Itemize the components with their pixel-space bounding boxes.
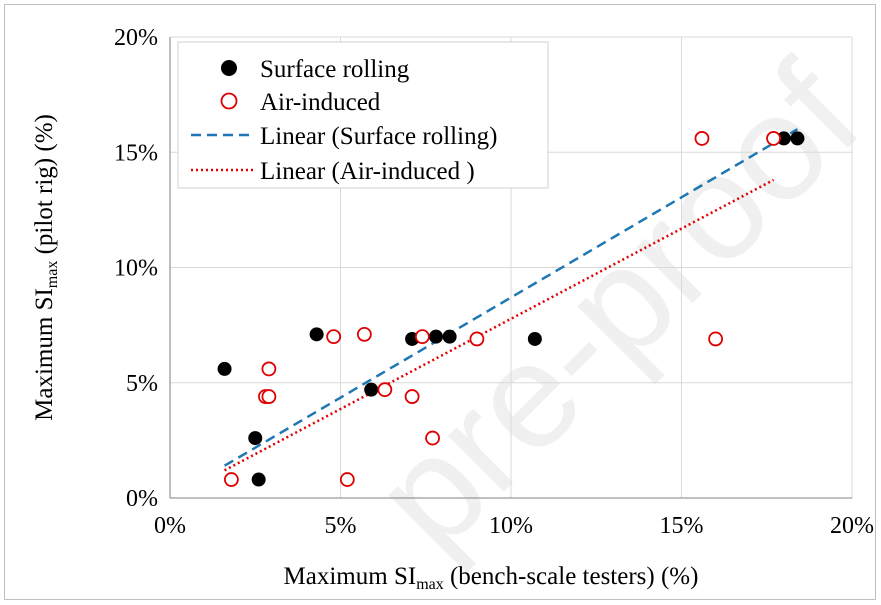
air-induced-point <box>356 326 372 342</box>
data-points <box>217 131 805 487</box>
surface-rolling-point <box>364 382 379 397</box>
surface-rolling-point <box>251 472 266 487</box>
chart-border <box>4 4 876 600</box>
legend-marker-surface-rolling <box>221 60 237 76</box>
air-induced-point <box>223 472 239 487</box>
surface-rolling-point <box>527 331 542 346</box>
legend-label: Air-induced <box>260 89 381 116</box>
air-induced-point <box>694 131 710 146</box>
trendlines <box>223 128 799 472</box>
legend-label: Linear (Surface rolling) <box>260 123 497 150</box>
x-tick-label: 10% <box>489 513 533 539</box>
surface-rolling-point <box>790 131 805 146</box>
legend-marker-air-induced <box>220 92 238 110</box>
trendline-air-induced <box>223 178 775 472</box>
surface-rolling-point <box>217 361 232 376</box>
x-tick-label: 20% <box>830 513 874 539</box>
legend-label: Linear (Air-induced ) <box>260 158 475 185</box>
air-induced-point <box>339 472 355 487</box>
tick-labels: 0% 5% 10% 15% 20% 0% 5% 10% 15% 20% <box>114 25 874 539</box>
x-axis-label: Maximum SImax (bench-scale testers) (%) <box>284 563 699 593</box>
y-tick-label: 5% <box>126 371 158 397</box>
y-tick-label: 0% <box>126 486 158 512</box>
legend-label: Surface rolling <box>260 56 410 83</box>
air-induced-point <box>377 382 393 398</box>
axes <box>169 37 852 499</box>
y-tick-label: 15% <box>114 140 158 166</box>
surface-rolling-point <box>776 131 791 146</box>
surface-rolling-point <box>442 329 457 344</box>
air-induced-point <box>708 331 723 347</box>
air-induced-point <box>261 361 277 377</box>
axis-labels: Maximum SImax (bench-scale testers) (%) M… <box>31 114 698 593</box>
y-axis-label: Maximum SImax (pilot rig) (%) <box>31 114 61 421</box>
y-tick-label: 20% <box>114 25 158 51</box>
surface-rolling-point <box>428 329 443 344</box>
x-tick-label: 5% <box>325 513 357 539</box>
air-induced-point <box>414 329 430 345</box>
air-induced-point <box>469 331 485 347</box>
air-induced-point <box>766 131 781 146</box>
air-induced-point <box>404 389 420 404</box>
air-induced-point <box>261 389 277 404</box>
air-induced-point <box>326 329 342 345</box>
legend: Surface rolling Air-induced Linear (Surfac… <box>177 41 549 189</box>
surface-rolling-point <box>309 327 324 342</box>
surface-rolling-point <box>248 431 263 446</box>
x-tick-label: 0% <box>154 513 186 539</box>
air-induced-point <box>425 430 440 446</box>
legend-box <box>177 41 549 189</box>
trendline-surface-rolling <box>223 128 799 467</box>
x-tick-label: 15% <box>660 513 704 539</box>
y-tick-label: 10% <box>114 256 158 282</box>
